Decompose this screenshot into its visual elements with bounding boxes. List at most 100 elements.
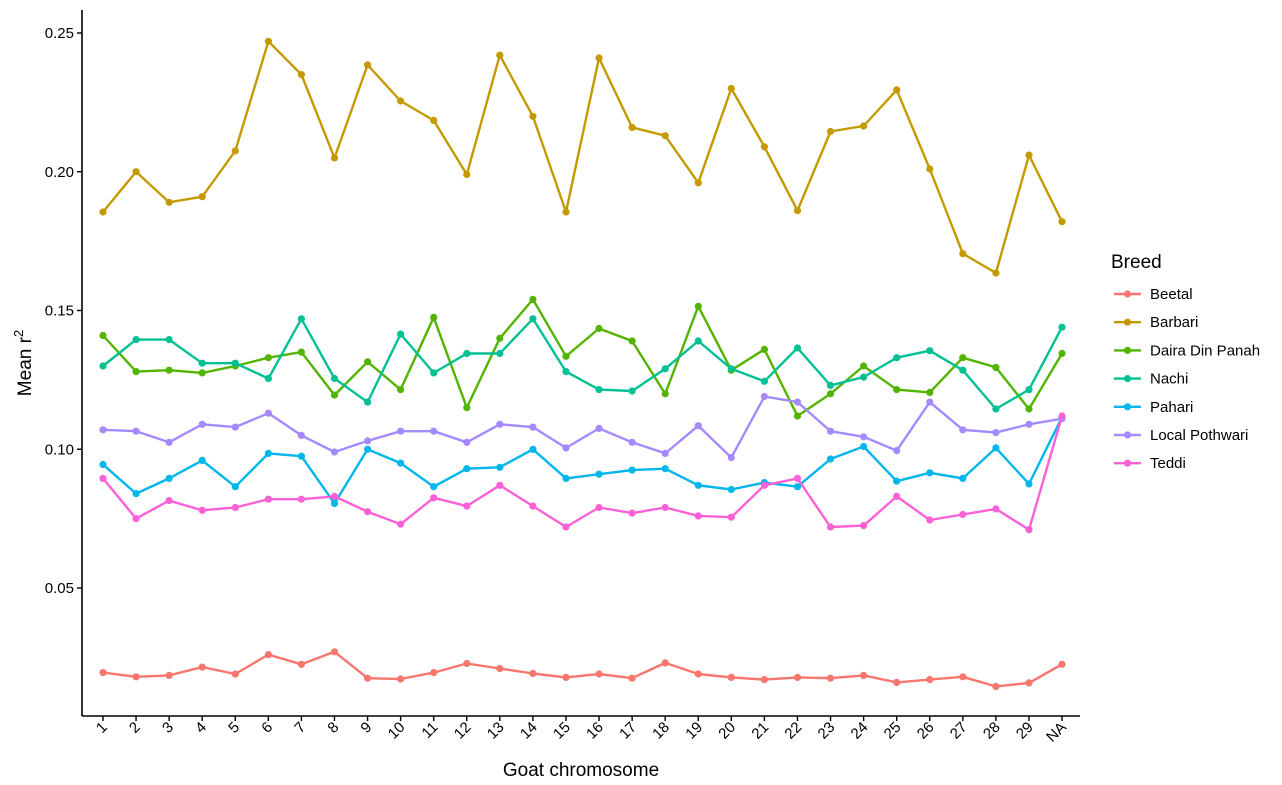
data-point [297,431,305,439]
data-point [297,315,305,323]
data-point [694,302,702,310]
data-point [132,336,140,344]
data-point [893,447,901,455]
data-point [132,673,140,681]
data-point [760,392,769,401]
data-point [926,165,934,173]
data-point [330,391,339,399]
data-point [893,678,901,687]
data-point [893,354,901,362]
data-point [430,313,438,321]
x-tick-label: 20 [715,719,739,743]
data-point [661,132,669,140]
data-point [264,37,272,45]
data-point [628,387,636,395]
legend-label: Beetal [1150,286,1193,303]
data-point [826,381,835,389]
data-point [727,513,735,521]
data-point [1058,349,1066,358]
data-point [364,437,372,445]
series-line [102,395,1063,459]
data-point [430,483,438,491]
data-point [99,362,107,370]
legend-label: Teddi [1150,455,1186,472]
series-group [99,648,1066,691]
data-point [959,474,967,482]
y-tick-label: 0.05 [45,580,74,597]
data-point [330,154,339,162]
data-point [826,127,835,136]
data-point [231,423,239,431]
data-point [297,660,305,668]
y-ticks: 0.05 0.10 0.15 0.20 0.25 [45,25,82,597]
data-point [1058,412,1066,420]
legend-swatch-point [1123,375,1132,383]
legend: Breed Beetal Barbari Daira Din Panah Nachi P… [1111,252,1260,472]
data-point [992,444,1000,452]
data-point [1025,679,1033,687]
data-point [727,365,735,373]
data-point [264,651,272,659]
data-point [860,373,868,381]
data-point [165,474,173,482]
data-point [132,368,140,376]
legend-label: Nachi [1150,371,1188,388]
data-point [165,366,173,374]
data-point [694,337,702,345]
data-point [297,71,305,79]
y-axis-title-superscript: 2 [11,330,26,337]
x-tick-label: 10 [385,719,409,743]
data-point [860,362,868,370]
data-point [364,674,372,682]
data-point [529,295,537,303]
series-group [99,37,1066,277]
legend-swatch-point [1123,459,1132,467]
y-tick-label: 0.25 [45,25,74,42]
y-axis-title: Mean r2 [11,330,36,396]
data-point [694,422,702,430]
legend-label: Barbari [1150,314,1198,331]
data-point [99,474,107,482]
data-point [330,374,339,383]
legend-swatch-point [1123,290,1132,298]
data-point [364,398,372,406]
axes [81,10,1080,717]
data-point [860,671,868,680]
data-point [198,193,206,201]
data-point [992,405,1000,413]
series-group [99,413,1066,507]
data-point [529,315,537,323]
data-point [165,438,173,446]
data-point [529,445,537,453]
data-point [430,369,438,377]
x-tick-label: 7 [291,719,309,737]
data-point [760,676,769,684]
data-point [231,670,239,678]
data-point [826,523,835,531]
data-point [430,669,438,677]
x-tick-label: 18 [649,719,673,743]
x-tick-label: 13 [484,719,508,743]
data-point [99,426,107,434]
data-point [430,494,438,502]
x-tick-label: 28 [980,719,1004,743]
data-point [992,505,1000,513]
data-point [264,354,272,362]
data-point [826,674,835,682]
x-tick-label: 23 [815,719,839,743]
data-point [793,398,802,406]
x-tick-label: 12 [451,719,475,743]
data-point [463,465,471,473]
data-point [463,502,471,510]
data-point [926,676,934,684]
x-tick-label: 22 [781,719,805,743]
data-point [529,423,537,431]
x-tick-label: 8 [324,719,342,737]
data-point [860,433,868,441]
data-point [595,324,603,333]
data-point [1025,386,1033,394]
data-point [463,404,471,412]
data-point [959,366,967,374]
data-point [595,470,603,478]
